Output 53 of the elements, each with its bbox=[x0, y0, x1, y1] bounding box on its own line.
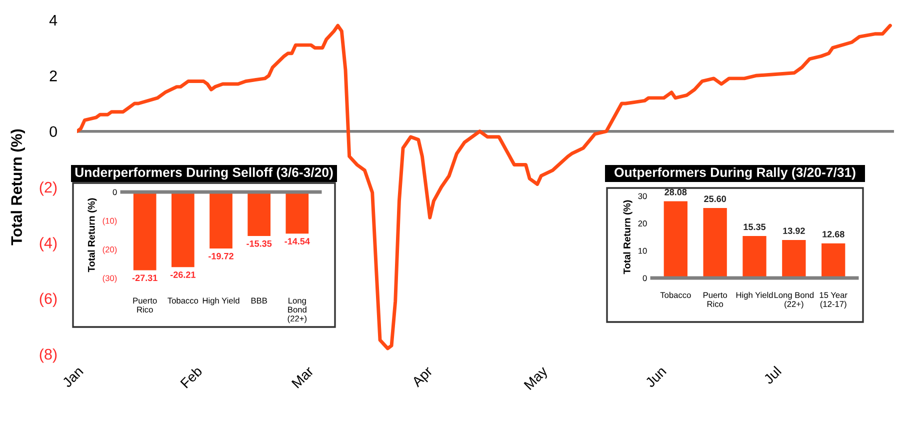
y-tick-label: (10) bbox=[102, 218, 117, 226]
data-label: -19.72 bbox=[208, 252, 234, 260]
x-tick-label: Jul bbox=[762, 366, 782, 385]
x-tick-label: Tobacco bbox=[660, 292, 691, 298]
y-axis-title: Total Return (%) bbox=[623, 200, 632, 274]
y-tick-label: (6) bbox=[40, 292, 57, 308]
x-tick-label: May bbox=[524, 365, 550, 392]
line-series bbox=[77, 24, 892, 350]
y-tick-label: 0 bbox=[642, 275, 647, 282]
x-tick-label: Mar bbox=[291, 366, 314, 388]
y-tick-label: 20 bbox=[638, 220, 647, 226]
x-tick-label: Feb bbox=[180, 366, 203, 388]
data-label: 25.60 bbox=[704, 196, 726, 202]
bar bbox=[782, 240, 806, 278]
x-tick-label: Jan bbox=[62, 366, 84, 388]
x-tick-label: High Yield bbox=[202, 297, 240, 306]
x-tick-label: Tobacco bbox=[168, 297, 198, 304]
x-tick-label: BBB bbox=[251, 298, 267, 304]
y-tick-label: (8) bbox=[40, 348, 57, 363]
x-tick-label: Jun bbox=[644, 366, 667, 388]
y-tick-label: (20) bbox=[102, 246, 117, 254]
x-tick-label: Puerto Rico bbox=[703, 292, 728, 307]
y-tick-label: (30) bbox=[102, 274, 117, 283]
y-tick-label: 4 bbox=[49, 15, 58, 26]
x-tick-label: Long Bond (22+) bbox=[774, 292, 814, 309]
x-tick-label: Apr bbox=[411, 366, 436, 390]
bar bbox=[822, 243, 846, 278]
data-label: -14.54 bbox=[284, 238, 310, 244]
data-label: -15.35 bbox=[246, 240, 272, 247]
x-tick-label: Long Bond (22+) bbox=[288, 298, 306, 324]
y-tick-label: 30 bbox=[638, 193, 647, 200]
x-tick-label: Puerto Rico bbox=[133, 298, 157, 313]
y-tick-label: (2) bbox=[40, 181, 57, 196]
y-tick-label: 2 bbox=[50, 70, 57, 82]
bar bbox=[742, 236, 766, 278]
data-label: 13.92 bbox=[783, 228, 805, 234]
y-tick-label: 0 bbox=[50, 126, 57, 138]
chart-title: Underperformers During Selloff (3/6-3/20) bbox=[75, 167, 333, 180]
chart-title: Outperformers During Rally (3/20-7/31) bbox=[614, 167, 856, 180]
bar bbox=[703, 208, 727, 278]
y-axis-title: Total Return (%) bbox=[88, 198, 97, 272]
data-label: 28.08 bbox=[664, 188, 687, 196]
y-axis-title: Total Return (%) bbox=[10, 129, 25, 246]
data-label: -26.21 bbox=[170, 272, 196, 278]
x-tick-label: High Yield bbox=[736, 292, 773, 300]
y-tick-label: 0 bbox=[112, 189, 117, 196]
bar bbox=[664, 201, 688, 278]
y-tick-label: 10 bbox=[638, 248, 647, 254]
data-label: -27.31 bbox=[132, 274, 158, 282]
x-tick-label: 15 Year (12-17) bbox=[820, 292, 848, 309]
data-label: 15.35 bbox=[744, 224, 766, 230]
data-label: 12.68 bbox=[822, 230, 844, 238]
y-tick-label: (4) bbox=[40, 237, 57, 252]
